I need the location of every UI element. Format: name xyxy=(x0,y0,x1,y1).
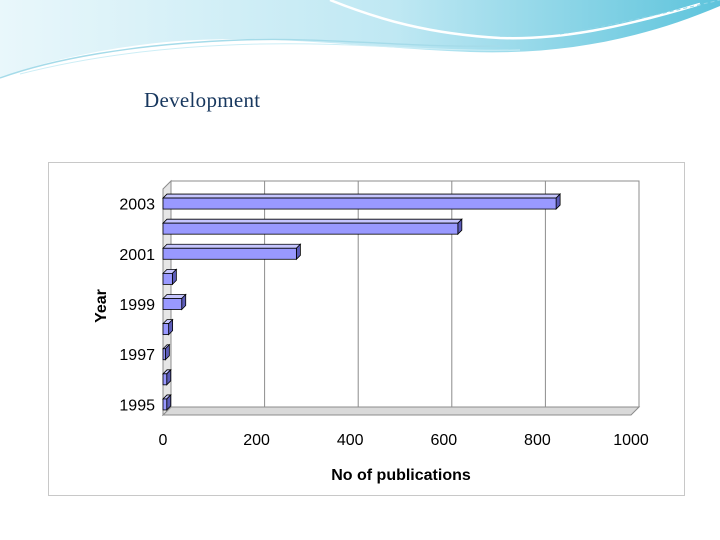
bar-top xyxy=(162,193,562,199)
y-tick-label: 2003 xyxy=(119,197,155,214)
x-tick-label: 600 xyxy=(430,432,457,449)
bar xyxy=(162,298,183,310)
bar xyxy=(162,222,459,235)
publications-bar-chart: 1995 1997 1999 2001 2003 0 200 400 600 800 1000 No … xyxy=(93,179,649,484)
x-axis-title: No of publications xyxy=(331,467,471,484)
x-tick-label: 400 xyxy=(337,432,364,449)
y-tick-label: 1999 xyxy=(119,297,155,314)
chart-floor xyxy=(161,406,641,416)
bar-top xyxy=(162,243,302,249)
bar-top xyxy=(162,218,463,224)
bar xyxy=(162,348,166,361)
bar xyxy=(162,272,173,285)
x-tick-label: 800 xyxy=(524,432,551,449)
y-axis-title: Year xyxy=(93,289,110,323)
chart-back-wall xyxy=(170,180,640,408)
x-tick-label: 1000 xyxy=(613,432,649,449)
bar xyxy=(162,197,557,210)
header-wave-decoration xyxy=(0,0,720,79)
y-tick-label: 1997 xyxy=(119,347,155,364)
bar xyxy=(162,247,297,260)
bar xyxy=(162,373,168,386)
x-tick-label: 200 xyxy=(243,432,270,449)
x-tick-label: 0 xyxy=(159,432,168,449)
chart-frame: 1995 1997 1999 2001 2003 0 200 400 600 800 1000 No … xyxy=(48,162,685,496)
slide-title: Development xyxy=(144,88,261,112)
bar xyxy=(162,323,170,336)
y-tick-label: 2001 xyxy=(119,247,155,264)
bar xyxy=(162,398,168,411)
y-tick-label: 1995 xyxy=(119,397,155,414)
